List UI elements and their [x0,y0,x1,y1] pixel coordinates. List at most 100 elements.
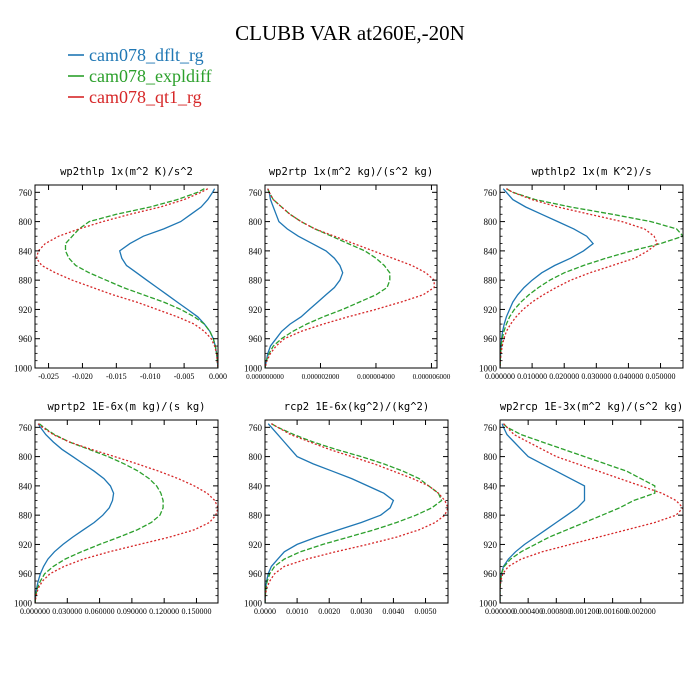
subplot-title: wp2rtp 1x(m^2 kg)/(s^2 kg) [269,166,433,178]
legend-label-2: cam078_qt1_rg [89,87,202,107]
y-tick-label: 920 [19,305,33,315]
subplot-wprtp2: wprtp2 1E-6x(m kg)/(s kg) 760 800 840 880 920… [14,401,219,616]
subplot-wp2rcp: wp2rcp 1E-3x(m^2 kg)/(s^2 kg)760 800 840 88… [479,401,684,616]
y-tick-label: 880 [19,511,33,521]
x-tick-label: 0.000000 [485,372,515,381]
y-tick-label: 840 [484,481,498,491]
legend-label-1: cam078_expldiff [89,66,212,86]
subplot-title: rcp2 1E-6x(kg^2)/(kg^2) [284,401,429,413]
panels: wp2thlp 1x(m^2 K)/s^2 760 800 840 880 920 960 1… [14,166,684,616]
subplot-title: wprtp2 1E-6x(m kg)/(s kg) [47,401,205,413]
y-tick-label: 920 [484,305,498,315]
x-tick-label: 0.001600 [598,607,628,616]
y-tick-label: 760 [484,188,498,198]
y-tick-label: 920 [19,540,33,550]
y-tick-label: 840 [249,246,263,256]
x-tick-label: 0.001200 [569,607,599,616]
y-tick-label: 960 [19,334,33,344]
y-tick-label: 760 [249,423,263,433]
x-tick-label: 0.150000 [181,607,211,616]
series-line-cam078_qt1_rg [500,188,659,368]
x-tick-label: 0.030000 [52,607,82,616]
y-tick-label: 1000 [244,599,263,609]
x-tick-label: 0.0010 [286,607,308,616]
x-tick-label: -0.015 [106,372,127,381]
y-tick-label: 800 [249,217,263,227]
x-tick-label: 0.002000 [626,607,656,616]
series-line-cam078_expldiff [265,423,443,603]
x-tick-label: 0.0000 [254,607,276,616]
x-tick-label: 0.000004000 [357,373,395,381]
y-tick-label: 960 [484,334,498,344]
y-tick-label: 840 [19,246,33,256]
y-tick-label: 840 [484,246,498,256]
y-tick-label: 760 [19,188,33,198]
legend-entry-0: cam078_dflt_rg [68,45,204,65]
x-tick-label: 0.0050 [415,607,437,616]
y-tick-label: 960 [249,334,263,344]
legend-entry-1: cam078_expldiff [68,66,212,86]
y-tick-label: 760 [19,423,33,433]
y-tick-label: 880 [249,276,263,286]
x-tick-label: 0.120000 [149,607,179,616]
y-tick-label: 880 [484,276,498,286]
y-tick-label: 920 [249,540,263,550]
plot-frame [499,184,684,369]
y-tick-label: 800 [249,452,263,462]
y-tick-label: 1000 [479,364,498,374]
series-line-cam078_qt1_rg [500,423,683,603]
x-tick-label: 0.000006000 [413,373,451,381]
x-tick-label: 0.010000 [517,372,547,381]
x-tick-label: 0.000 [209,372,227,381]
y-tick-label: 760 [249,188,263,198]
y-tick-label: 960 [249,569,263,579]
subplot-title: wp2thlp 1x(m^2 K)/s^2 [60,166,193,178]
series-line-cam078_dflt_rg [35,423,115,603]
subplot-title: wp2rcp 1E-3x(m^2 kg)/(s^2 kg) [500,401,683,413]
x-tick-label: 0.020000 [549,372,579,381]
x-tick-label: 0.000002000 [302,373,340,381]
legend-label-0: cam078_dflt_rg [89,45,204,65]
figure-legend: cam078_dflt_rg cam078_expldiff cam078_qt… [68,45,212,107]
y-tick-label: 800 [19,217,33,227]
y-tick-label: 1000 [479,599,498,609]
y-tick-label: 760 [484,423,498,433]
y-tick-label: 960 [19,569,33,579]
series-line-cam078_dflt_rg [265,423,395,603]
x-tick-label: 0.060000 [85,607,115,616]
x-tick-label: 0.000000 [20,607,50,616]
y-tick-label: 920 [249,305,263,315]
figure-title: CLUBB VAR at260E,-20N [235,21,465,45]
y-tick-label: 880 [484,511,498,521]
series-line-cam078_qt1_rg [265,188,435,368]
x-tick-label: 0.0030 [350,607,372,616]
plot-frame [264,419,449,604]
y-tick-label: 840 [19,481,33,491]
plot-frame [264,184,438,369]
x-tick-label: 0.000000000 [246,373,284,381]
series-line-cam078_expldiff [500,423,656,603]
x-tick-label: 0.000400 [513,607,543,616]
y-tick-label: 840 [249,481,263,491]
x-tick-label: -0.025 [38,372,59,381]
y-tick-label: 800 [484,452,498,462]
x-tick-label: 0.050000 [646,372,676,381]
y-tick-label: 1000 [14,599,33,609]
series-line-cam078_expldiff [500,188,683,368]
series-line-cam078_expldiff [35,423,164,603]
x-tick-label: 0.090000 [117,607,147,616]
plot-frame [34,184,219,369]
y-tick-label: 800 [484,217,498,227]
series-line-cam078_dflt_rg [118,188,218,368]
y-tick-label: 880 [249,511,263,521]
x-tick-label: 0.0040 [382,607,404,616]
legend-entry-2: cam078_qt1_rg [68,87,202,107]
x-tick-label: -0.005 [174,372,195,381]
y-tick-label: 800 [19,452,33,462]
series-line-cam078_dflt_rg [265,188,344,368]
plot-frame [499,419,684,604]
y-tick-label: 1000 [14,364,33,374]
x-tick-label: -0.020 [72,372,93,381]
